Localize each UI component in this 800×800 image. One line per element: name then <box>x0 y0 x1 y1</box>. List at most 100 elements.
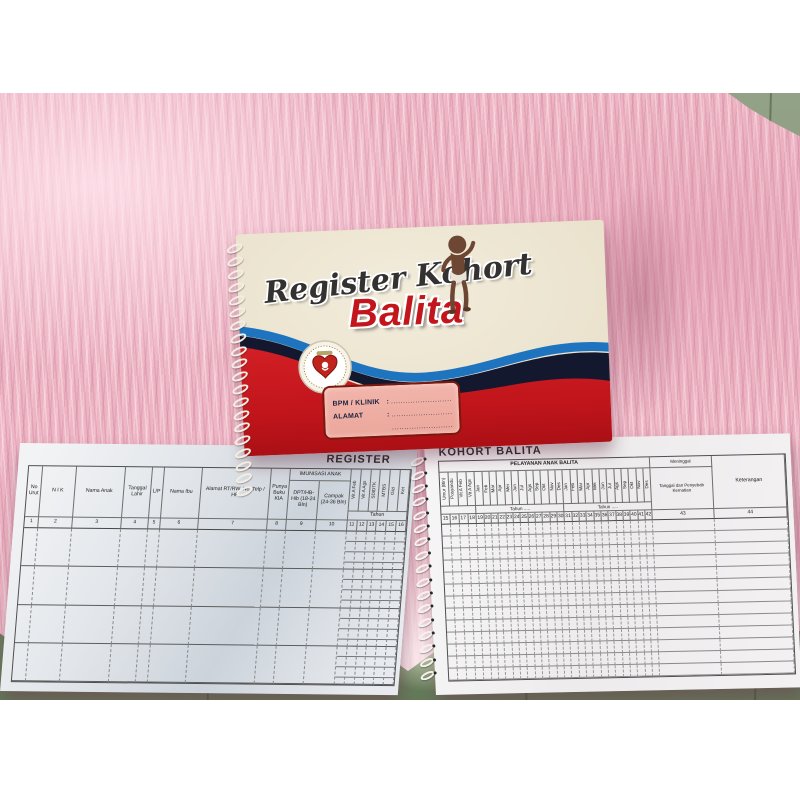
table-cell <box>185 644 258 684</box>
table-cell <box>310 569 344 608</box>
spiral-coil <box>232 407 251 423</box>
register-page: REGISTER No Urut N I K Nama Anak Tanggal La… <box>0 443 418 696</box>
binding-hole <box>430 617 435 623</box>
photo-area: REGISTER No Urut N I K Nama Anak Tanggal La… <box>0 93 800 700</box>
register-col-header: Nama Anak <box>72 466 127 519</box>
spiral-coil <box>416 615 435 629</box>
spiral-coil <box>230 369 250 384</box>
spiral-coil <box>409 468 428 482</box>
spiral-coil <box>414 562 433 576</box>
spiral-coil <box>410 482 429 496</box>
book-cover-face: Register Kohort Balita <box>235 219 613 457</box>
register-col-number: 1 <box>24 517 40 529</box>
binding-hole <box>432 671 438 676</box>
table-cell <box>29 604 66 644</box>
table-cell <box>188 606 261 646</box>
table-cell <box>307 607 341 647</box>
register-col-header: N I K <box>39 466 78 518</box>
table-cell <box>392 532 406 571</box>
binding-hole <box>427 550 432 556</box>
form-colon: : <box>386 411 390 419</box>
table-cell <box>156 529 198 569</box>
register-col-number: 4 <box>121 518 149 530</box>
spiral-coil <box>229 343 249 359</box>
binding-hole <box>431 644 437 649</box>
spiral-coil <box>233 433 252 448</box>
register-col-number: 5 <box>148 518 161 530</box>
register-col-number: 10 <box>316 520 348 532</box>
kohort-col-number: 18 <box>468 513 478 525</box>
table-cell <box>386 608 400 647</box>
register-sub-header: DPT/HB-Hib (18-24 Bln) <box>286 480 321 521</box>
clinic-form: BPM / KLINIK : .........................… <box>321 380 462 441</box>
table-cell <box>62 605 116 644</box>
table-cell <box>279 569 314 608</box>
spiral-coil <box>226 267 246 282</box>
register-sub-header: Campak (24-36 Bln) <box>317 481 351 521</box>
table-cell <box>32 566 69 606</box>
table-cell <box>721 661 796 675</box>
register-col-number: 16 <box>396 521 407 533</box>
table-cell <box>276 607 311 646</box>
register-col-number: 6 <box>159 518 199 530</box>
spiral-coil <box>228 331 248 346</box>
table-cell <box>68 528 122 568</box>
toddler-photo <box>441 235 476 315</box>
binding-hole <box>428 590 434 596</box>
table-cell <box>147 644 189 683</box>
table-cell <box>35 528 73 567</box>
table-cell <box>108 643 139 683</box>
table-cell <box>194 529 268 569</box>
binding-hole <box>423 483 429 489</box>
table-cell <box>273 645 308 685</box>
spiral-coil <box>413 548 432 562</box>
table-cell <box>383 646 397 686</box>
spiral-coil <box>232 420 252 435</box>
table-cell <box>26 643 63 682</box>
table-cell <box>118 529 149 568</box>
kohort-table: PELAYANAN ANAK BALITA Meninggal Keterangan… <box>437 453 797 682</box>
spiral-coil <box>414 575 433 589</box>
table-cell <box>115 567 146 606</box>
spiral-coil <box>233 446 253 461</box>
spiral-coil <box>225 254 245 269</box>
register-col-number: 2 <box>38 517 73 529</box>
spiral-coil <box>409 455 428 469</box>
table-cell <box>59 643 113 683</box>
spiral-coil <box>419 669 438 683</box>
register-col-number: 3 <box>72 517 123 530</box>
spiral-coil <box>228 318 248 333</box>
register-col-header: Nama Ibu <box>160 467 203 519</box>
register-col-number: 8 <box>267 519 287 531</box>
form-colon: : <box>386 398 390 406</box>
table-cell <box>282 530 317 570</box>
register-rotated-header: Ket <box>397 470 411 513</box>
spiral-coil <box>226 280 246 295</box>
spiral-coil <box>417 629 436 643</box>
spiral-coil <box>416 602 435 616</box>
table-cell <box>65 566 119 606</box>
spiral-coil <box>234 458 253 474</box>
register-col-header: Tanggal Lahir <box>122 467 154 519</box>
book-cover: Register Kohort Balita <box>225 219 613 499</box>
binding-hole <box>424 497 430 502</box>
table-cell <box>659 662 722 677</box>
table-cell <box>313 531 347 570</box>
binding-hole <box>429 604 435 609</box>
spiral-coil <box>418 642 437 656</box>
table-cell <box>389 570 403 609</box>
binding-hole <box>427 564 433 569</box>
binding-hole <box>423 470 428 476</box>
table-cell <box>112 605 142 645</box>
spiral-coil <box>225 241 245 257</box>
table-cell <box>304 645 338 685</box>
kohort-col-number: 16 <box>450 514 460 525</box>
binding-hole <box>426 537 432 542</box>
table-cell <box>191 568 265 608</box>
kohort-death-header: Tanggal dan Penyebab Kematian <box>650 466 715 511</box>
spiral-coil <box>229 356 249 371</box>
spiral-coil <box>412 535 432 549</box>
binding-hole <box>425 510 430 516</box>
spiral-coil <box>412 522 431 536</box>
